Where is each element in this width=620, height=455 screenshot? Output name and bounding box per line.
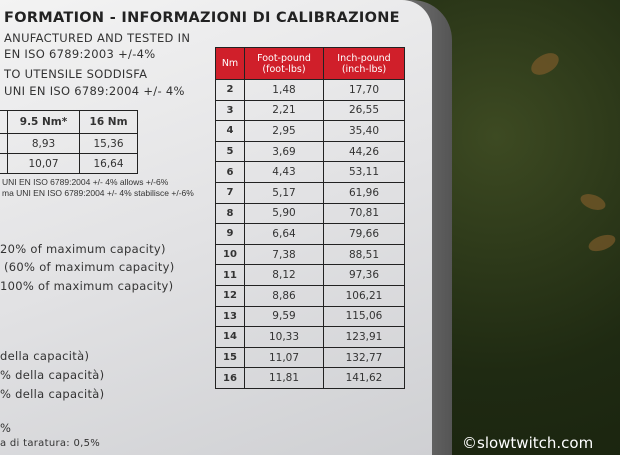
inch-pound-cell: 123,91 bbox=[323, 326, 405, 348]
foot-pound-cell: 8,86 bbox=[244, 284, 324, 307]
table-row: 5 3,69 44,26 bbox=[215, 140, 405, 163]
cell: 16,64 bbox=[79, 153, 138, 174]
table-row: 10 7,38 88,51 bbox=[215, 243, 405, 266]
capacity-line: 20% of maximum capacity) bbox=[0, 242, 166, 256]
table-row: 2 1,48 17,70 bbox=[215, 79, 405, 101]
note: UNI EN ISO 6789:2004 +/- 4% allows +/-6% bbox=[2, 177, 169, 187]
inch-pound-cell: 44,26 bbox=[323, 140, 405, 163]
nm-cell: 16 bbox=[215, 367, 245, 389]
cell: 8,93 bbox=[6, 133, 81, 154]
nm-cell: 15 bbox=[215, 346, 245, 369]
leaf bbox=[578, 190, 608, 214]
table-row: 12 8,86 106,21 bbox=[215, 284, 405, 307]
cell: 15,36 bbox=[79, 133, 138, 154]
foot-pound-cell: 5,17 bbox=[244, 181, 324, 204]
capacity-line-it: % della capacità) bbox=[0, 368, 105, 382]
table-row: 14 10,33 123,91 bbox=[215, 326, 405, 348]
cell bbox=[0, 133, 8, 154]
table-row: 10,07 16,64 bbox=[0, 153, 138, 174]
nm-cell: 6 bbox=[215, 161, 245, 183]
text-line: UNI EN ISO 6789:2004 +/- 4% bbox=[4, 84, 185, 98]
foot-pound-cell: 6,64 bbox=[244, 223, 324, 245]
inch-pound-cell: 61,96 bbox=[323, 181, 405, 204]
text-line: TO UTENSILE SODDISFA bbox=[4, 67, 148, 81]
table-row: 7 5,17 61,96 bbox=[215, 181, 405, 204]
foot-pound-cell: 7,38 bbox=[244, 243, 324, 266]
inch-pound-cell: 17,70 bbox=[323, 79, 405, 101]
header-foot-pound: Foot-pound (foot-lbs) bbox=[244, 47, 324, 80]
inch-pound-cell: 70,81 bbox=[323, 202, 405, 225]
footer-line: a di taratura: 0,5% bbox=[0, 438, 101, 449]
foot-pound-cell: 1,48 bbox=[244, 79, 324, 101]
footer-line: % bbox=[0, 421, 12, 435]
nm-cell: 14 bbox=[215, 326, 245, 348]
foot-pound-cell: 5,90 bbox=[244, 202, 324, 225]
table-row: 11 8,12 97,36 bbox=[215, 264, 405, 286]
nm-cell: 4 bbox=[215, 120, 245, 142]
capacity-line: (60% of maximum capacity) bbox=[4, 260, 175, 274]
nm-cell: 7 bbox=[215, 181, 245, 204]
nm-cell: 2 bbox=[215, 79, 245, 101]
nm-cell: 11 bbox=[215, 264, 245, 286]
header-nm: Nm bbox=[215, 47, 245, 80]
cell bbox=[0, 153, 8, 174]
table-row: 3 2,21 26,55 bbox=[215, 99, 405, 122]
foot-pound-cell: 2,21 bbox=[244, 99, 324, 122]
inch-pound-cell: 141,62 bbox=[323, 367, 405, 389]
foot-pound-cell: 3,69 bbox=[244, 140, 324, 163]
inch-pound-cell: 26,55 bbox=[323, 99, 405, 122]
watermark: ©slowtwitch.com bbox=[462, 434, 594, 452]
inch-pound-cell: 132,77 bbox=[323, 346, 405, 369]
note: ma UNI EN ISO 6789:2004 +/- 4% stabilisc… bbox=[2, 188, 194, 198]
nm-cell: 5 bbox=[215, 140, 245, 163]
inch-pound-cell: 97,36 bbox=[323, 264, 405, 286]
foot-pound-cell: 8,12 bbox=[244, 264, 324, 286]
calibration-card: FORMATION - INFORMAZIONI DI CALIBRAZIONE… bbox=[0, 0, 432, 455]
foot-pound-cell: 11,81 bbox=[244, 367, 324, 389]
left-table: 9.5 Nm* 16 Nm 8,93 15,36 10,07 16,64 bbox=[0, 110, 138, 174]
table-row: 16 11,81 141,62 bbox=[215, 367, 405, 389]
nm-cell: 9 bbox=[215, 223, 245, 245]
inch-pound-cell: 53,11 bbox=[323, 161, 405, 183]
table-row: 13 9,59 115,06 bbox=[215, 305, 405, 328]
nm-cell: 13 bbox=[215, 305, 245, 328]
conversion-table: Nm Foot-pound (foot-lbs) Inch-pound (inc… bbox=[215, 47, 405, 389]
card-title: FORMATION - INFORMAZIONI DI CALIBRAZIONE bbox=[4, 10, 400, 26]
header-inch-pound: Inch-pound (inch-lbs) bbox=[323, 47, 405, 80]
foot-pound-cell: 11,07 bbox=[244, 346, 324, 369]
capacity-line-it: della capacità) bbox=[0, 349, 90, 363]
nm-cell: 8 bbox=[215, 202, 245, 225]
inch-pound-cell: 115,06 bbox=[323, 305, 405, 328]
nm-cell: 3 bbox=[215, 99, 245, 122]
leaf bbox=[527, 48, 563, 80]
nm-cell: 10 bbox=[215, 243, 245, 266]
foot-pound-cell: 10,33 bbox=[244, 326, 324, 348]
table-row: 15 11,07 132,77 bbox=[215, 346, 405, 369]
header-cell: 16 Nm bbox=[79, 110, 138, 134]
inch-pound-cell: 79,66 bbox=[323, 223, 405, 245]
inch-pound-cell: 35,40 bbox=[323, 120, 405, 142]
leaf bbox=[586, 231, 618, 255]
text-line: EN ISO 6789:2003 +/-4% bbox=[4, 47, 156, 61]
table-row: 8 5,90 70,81 bbox=[215, 202, 405, 225]
table-row: 8,93 15,36 bbox=[0, 133, 138, 154]
nm-cell: 12 bbox=[215, 284, 245, 307]
inch-pound-cell: 88,51 bbox=[323, 243, 405, 266]
text-line: ANUFACTURED AND TESTED IN bbox=[4, 31, 191, 45]
inch-pound-cell: 106,21 bbox=[323, 284, 405, 307]
notes: UNI EN ISO 6789:2004 +/- 4% allows +/-6%… bbox=[2, 177, 208, 199]
foot-pound-cell: 4,43 bbox=[244, 161, 324, 183]
header-cell bbox=[0, 110, 8, 134]
table-row: 6 4,43 53,11 bbox=[215, 161, 405, 183]
foot-pound-cell: 9,59 bbox=[244, 305, 324, 328]
capacity-line: 100% of maximum capacity) bbox=[0, 279, 174, 293]
table-row: 4 2,95 35,40 bbox=[215, 120, 405, 142]
capacity-line-it: % della capacità) bbox=[0, 387, 105, 401]
cell: 10,07 bbox=[6, 153, 81, 174]
header-cell: 9.5 Nm* bbox=[6, 110, 81, 134]
table-row: 9 6,64 79,66 bbox=[215, 223, 405, 245]
foot-pound-cell: 2,95 bbox=[244, 120, 324, 142]
